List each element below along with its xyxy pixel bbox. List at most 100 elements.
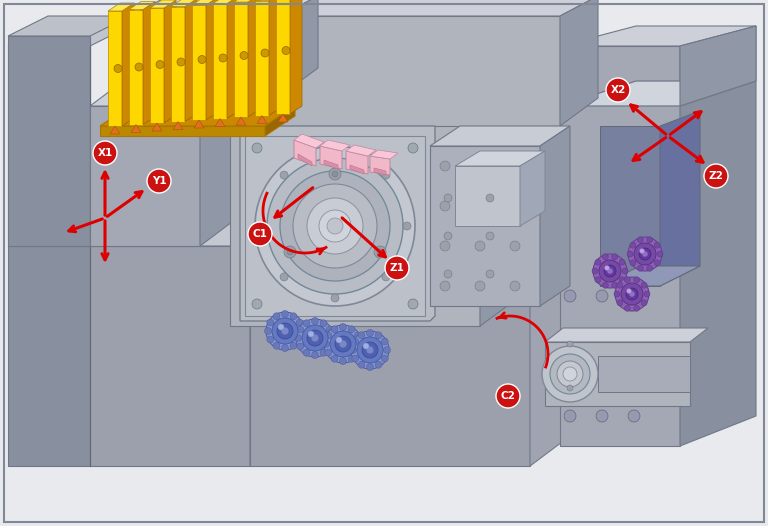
- Polygon shape: [234, 0, 260, 2]
- Polygon shape: [192, 0, 218, 5]
- Circle shape: [219, 54, 227, 62]
- Circle shape: [637, 237, 644, 242]
- Circle shape: [383, 347, 390, 353]
- Circle shape: [617, 282, 623, 288]
- Circle shape: [312, 351, 319, 359]
- Circle shape: [592, 268, 598, 274]
- Circle shape: [628, 330, 640, 342]
- Circle shape: [266, 336, 273, 343]
- Polygon shape: [213, 4, 227, 118]
- Polygon shape: [250, 126, 530, 466]
- Text: Z2: Z2: [709, 171, 723, 181]
- Circle shape: [496, 384, 520, 408]
- Circle shape: [644, 291, 650, 297]
- Circle shape: [296, 336, 303, 343]
- Circle shape: [550, 354, 590, 394]
- Polygon shape: [90, 76, 240, 106]
- Circle shape: [354, 332, 361, 339]
- Circle shape: [374, 246, 386, 258]
- Circle shape: [630, 260, 636, 266]
- Circle shape: [377, 249, 383, 255]
- Circle shape: [595, 277, 601, 283]
- Circle shape: [486, 194, 494, 202]
- Circle shape: [602, 254, 608, 260]
- Circle shape: [349, 347, 356, 353]
- Circle shape: [267, 158, 403, 294]
- Polygon shape: [560, 26, 756, 46]
- Circle shape: [273, 342, 280, 349]
- Circle shape: [654, 242, 660, 248]
- Circle shape: [637, 265, 644, 271]
- Polygon shape: [230, 78, 518, 106]
- Circle shape: [595, 259, 601, 265]
- Circle shape: [248, 222, 272, 246]
- Text: C1: C1: [253, 229, 267, 239]
- Circle shape: [593, 254, 627, 288]
- Circle shape: [329, 335, 336, 341]
- Polygon shape: [374, 168, 386, 175]
- Circle shape: [357, 337, 383, 363]
- Circle shape: [475, 281, 485, 291]
- Circle shape: [339, 358, 346, 365]
- Polygon shape: [455, 151, 545, 166]
- Circle shape: [607, 268, 613, 274]
- Polygon shape: [346, 145, 376, 156]
- Circle shape: [596, 290, 608, 302]
- Polygon shape: [290, 0, 302, 114]
- Circle shape: [261, 49, 269, 57]
- Circle shape: [331, 326, 338, 333]
- Circle shape: [336, 337, 342, 343]
- Polygon shape: [660, 111, 700, 286]
- Circle shape: [619, 259, 625, 265]
- Polygon shape: [269, 0, 281, 116]
- Polygon shape: [129, 2, 155, 9]
- Circle shape: [563, 367, 577, 381]
- Circle shape: [280, 171, 390, 281]
- Polygon shape: [130, 0, 318, 16]
- Polygon shape: [545, 328, 708, 342]
- Circle shape: [626, 288, 638, 300]
- Polygon shape: [234, 2, 248, 117]
- Circle shape: [362, 342, 378, 358]
- Circle shape: [282, 310, 289, 318]
- Circle shape: [510, 281, 520, 291]
- Polygon shape: [346, 151, 368, 174]
- Circle shape: [564, 410, 576, 422]
- Polygon shape: [200, 76, 240, 246]
- Polygon shape: [680, 26, 756, 106]
- Circle shape: [596, 410, 608, 422]
- Polygon shape: [276, 0, 290, 114]
- Circle shape: [303, 349, 310, 356]
- Polygon shape: [8, 26, 130, 46]
- Circle shape: [358, 332, 365, 339]
- Circle shape: [323, 340, 329, 348]
- Polygon shape: [540, 126, 570, 306]
- Circle shape: [296, 343, 304, 350]
- Polygon shape: [110, 126, 120, 134]
- Circle shape: [654, 260, 660, 266]
- Polygon shape: [108, 3, 134, 11]
- Circle shape: [255, 146, 415, 306]
- Text: X1: X1: [98, 148, 113, 158]
- Polygon shape: [122, 3, 134, 126]
- Polygon shape: [294, 140, 316, 166]
- Circle shape: [611, 282, 617, 288]
- Polygon shape: [257, 116, 267, 124]
- Circle shape: [615, 277, 649, 311]
- Circle shape: [335, 336, 351, 352]
- Circle shape: [440, 241, 450, 251]
- Circle shape: [475, 161, 485, 171]
- Polygon shape: [100, 126, 265, 136]
- Circle shape: [486, 232, 494, 240]
- Circle shape: [352, 338, 359, 345]
- Circle shape: [596, 330, 608, 342]
- Circle shape: [307, 330, 323, 346]
- Circle shape: [177, 58, 185, 66]
- Circle shape: [280, 286, 290, 296]
- Polygon shape: [8, 46, 90, 466]
- Polygon shape: [236, 117, 246, 125]
- Circle shape: [264, 328, 272, 335]
- Circle shape: [307, 198, 363, 254]
- Circle shape: [312, 318, 319, 325]
- Circle shape: [440, 201, 450, 211]
